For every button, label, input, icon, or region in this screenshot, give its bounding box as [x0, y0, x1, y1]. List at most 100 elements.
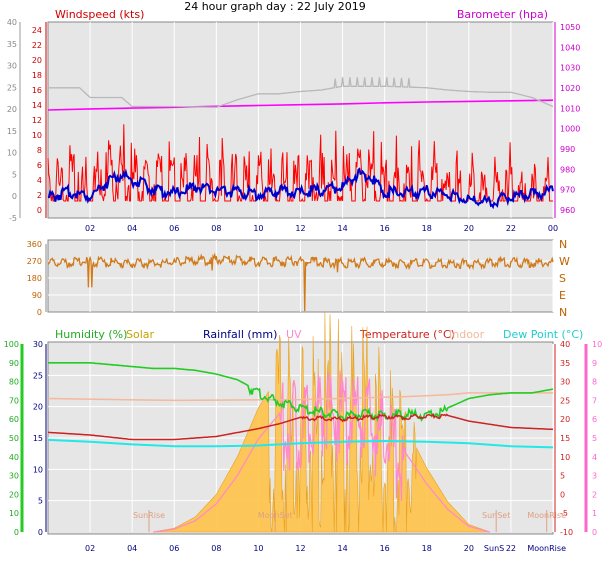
uv-tick: 4: [592, 453, 597, 462]
temperature-line: [48, 413, 554, 441]
uv-tick: 7: [592, 396, 597, 405]
temp-x-tick: MoonRise: [527, 544, 566, 553]
temp-x-tick: 16: [380, 544, 390, 553]
direction-grid: [48, 240, 554, 312]
uv-tick: 2: [592, 490, 597, 499]
temperature-axis: -10 -5 0 5 10 15 20 25 30 35 40: [554, 340, 573, 537]
baro-tick: 1020: [560, 84, 580, 93]
humidity-tick: 10: [9, 509, 19, 518]
wind-x-tick: 02: [85, 224, 95, 233]
humidity-tick: 90: [9, 359, 19, 368]
sun-moon-markers: SunRise MoonSet SunSet MoonRise: [133, 510, 566, 532]
wind-inner-tick: 2: [37, 191, 42, 200]
wind-outer-axis: -5 0 5 10 15 20 25 30 35 40: [7, 18, 21, 223]
temp-x-tick: 22: [506, 544, 516, 553]
wind-outer-tick: 20: [7, 105, 17, 114]
temperature-tick: 30: [560, 378, 570, 387]
indoor-label: Indoor: [449, 328, 485, 341]
rainfall-label: Rainfall (mm): [203, 328, 277, 341]
temp-x-tick: 20: [464, 544, 474, 553]
uv-axis: 0 1 2 3 4 5 6 7 8 9 10: [584, 340, 602, 537]
humidity-tick: 100: [4, 340, 19, 349]
temp-x-tick: 10: [253, 544, 263, 553]
wind-inner-tick: 22: [32, 41, 42, 50]
wind-x-axis: 02 04 06 08 10 12 14 16 18 20 22 00: [85, 224, 558, 233]
wind-x-tick: 14: [337, 224, 347, 233]
temperature-tick: 20: [560, 415, 570, 424]
wind-inner-tick: 20: [32, 56, 42, 65]
baro-tick: 960: [560, 206, 575, 215]
chart-title: 24 hour graph day : 22 July 2019: [184, 0, 366, 13]
temp-x-tick: 06: [169, 544, 179, 553]
wind-grid: [89, 22, 554, 218]
humidity-tick: 50: [9, 434, 19, 443]
wind-x-tick: 18: [422, 224, 432, 233]
rain-tick: 0: [38, 528, 43, 537]
wind-x-tick: 10: [253, 224, 263, 233]
rain-tick: 10: [33, 465, 43, 474]
dewpoint-label: Dew Point (°C): [503, 328, 583, 341]
temperature-tick: 0: [560, 490, 565, 499]
marker-label: SunRise: [133, 511, 165, 520]
solar-label: Solar: [126, 328, 155, 341]
baro-tick: 970: [560, 186, 575, 195]
humidity-tick: 20: [9, 490, 19, 499]
wind-x-tick: 00: [548, 224, 558, 233]
direction-tick: 270: [27, 257, 42, 266]
baro-line: [47, 99, 554, 111]
gust-line: [48, 77, 554, 108]
marker-label: MoonRise: [527, 511, 566, 520]
compass-letter: E: [559, 289, 566, 302]
baro-axis-label: Barometer (hpa): [457, 8, 548, 21]
humidity-label: Humidity (%): [55, 328, 127, 341]
wind-outer-tick: 35: [7, 40, 17, 49]
direction-tick: 90: [32, 291, 42, 300]
uv-tick: 8: [592, 378, 597, 387]
wind-inner-tick: 0: [37, 206, 42, 215]
direction-tick: 180: [27, 274, 42, 283]
temp-x-tick: SunS: [484, 544, 504, 553]
wind-outer-tick: 15: [7, 127, 17, 136]
wind-x-tick: 06: [169, 224, 179, 233]
uv-tick: 10: [592, 340, 602, 349]
humidity-tick: 30: [9, 472, 19, 481]
baro-tick: 980: [560, 165, 575, 174]
wind-x-tick: 16: [380, 224, 390, 233]
humidity-axis: 0 10 20 30 40 50 60 70 80 90 100: [4, 340, 24, 537]
rain-tick: 15: [33, 434, 43, 443]
marker-label: MoonSet: [258, 511, 293, 520]
solar-area: [153, 311, 490, 533]
baro-tick: 1010: [560, 104, 580, 113]
temp-x-tick: 02: [85, 544, 95, 553]
wind-x-tick: 20: [464, 224, 474, 233]
wind-outer-tick: 30: [7, 62, 17, 71]
wind-outer-tick: 0: [12, 192, 17, 201]
uv-tick: 3: [592, 472, 597, 481]
temp-series: [47, 311, 554, 533]
wind-x-tick: 04: [127, 224, 137, 233]
compass-letter: S: [559, 272, 566, 285]
temperature-tick: -10: [560, 528, 573, 537]
wind-series: [47, 77, 554, 210]
baro-tick: 1000: [560, 125, 580, 134]
wind-outer-tick: 25: [7, 83, 17, 92]
baro-tick: 990: [560, 145, 575, 154]
humidity-tick: 60: [9, 415, 19, 424]
compass-letter: W: [559, 255, 570, 268]
wind-x-tick: 22: [506, 224, 516, 233]
wind-inner-tick: 8: [37, 146, 42, 155]
indoor-line: [47, 392, 553, 402]
wind-inner-tick: 14: [32, 101, 42, 110]
uv-label: UV: [286, 328, 302, 341]
humidity-line: [48, 362, 554, 423]
baro-tick: 1050: [560, 23, 580, 32]
rain-tick: 5: [38, 497, 43, 506]
direction-tick: 0: [37, 308, 42, 317]
rain-tick: 25: [33, 371, 43, 380]
humidity-tick: 40: [9, 453, 19, 462]
compass-letter: N: [559, 306, 567, 319]
temperature-tick: -5: [560, 509, 568, 518]
